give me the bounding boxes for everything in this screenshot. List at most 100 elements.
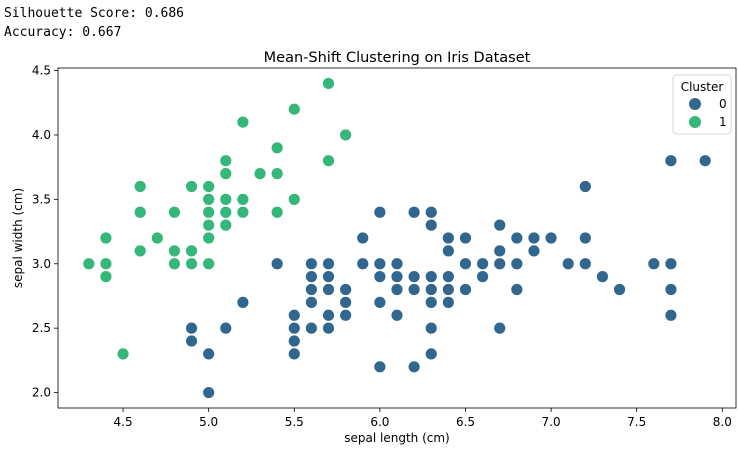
data-point-cluster-0 xyxy=(202,347,216,361)
data-point-cluster-0 xyxy=(304,257,318,271)
data-point-cluster-0 xyxy=(510,283,524,296)
data-point-cluster-1 xyxy=(253,167,267,181)
data-point-cluster-0 xyxy=(664,257,678,271)
data-point-cluster-0 xyxy=(373,360,387,374)
legend-title: Cluster xyxy=(681,80,724,94)
accuracy-text: Accuracy: 0.667 xyxy=(4,25,122,40)
x-tick-label: 8.0 xyxy=(713,415,732,429)
data-point-cluster-0 xyxy=(424,295,438,309)
data-point-cluster-0 xyxy=(424,347,438,361)
data-point-cluster-1 xyxy=(219,192,233,206)
data-point-cluster-0 xyxy=(322,321,335,335)
data-point-cluster-1 xyxy=(133,205,147,219)
data-point-cluster-1 xyxy=(185,244,198,258)
data-point-cluster-1 xyxy=(99,270,113,284)
data-point-cluster-0 xyxy=(339,295,353,309)
silhouette-score-text: Silhouette Score: 0.686 xyxy=(4,6,185,21)
data-point-cluster-0 xyxy=(596,270,609,284)
legend-label-0: 0 xyxy=(719,97,727,111)
data-point-cluster-1 xyxy=(339,128,353,142)
y-tick-label: 3.0 xyxy=(32,257,51,271)
data-point-cluster-0 xyxy=(356,257,370,271)
data-point-cluster-0 xyxy=(441,283,455,296)
x-axis: 4.5 5.0 5.5 6.0 6.5 7.0 7.5 8.0 xyxy=(114,408,732,429)
data-point-cluster-1 xyxy=(322,154,335,168)
data-point-cluster-0 xyxy=(424,283,438,296)
data-point-cluster-1 xyxy=(150,231,164,245)
data-point-cluster-0 xyxy=(356,231,370,245)
data-point-cluster-1 xyxy=(202,180,216,193)
data-point-cluster-0 xyxy=(219,321,233,335)
data-point-cluster-1 xyxy=(168,244,181,258)
data-point-cluster-1 xyxy=(236,115,250,129)
data-point-cluster-1 xyxy=(202,257,216,271)
data-point-cluster-1 xyxy=(219,205,233,219)
data-point-cluster-0 xyxy=(647,257,661,271)
data-point-cluster-0 xyxy=(287,334,301,348)
data-point-cluster-0 xyxy=(322,270,335,284)
data-point-cluster-1 xyxy=(202,192,216,206)
data-point-cluster-0 xyxy=(202,386,216,399)
data-point-cluster-1 xyxy=(219,167,233,181)
data-point-cluster-0 xyxy=(527,231,541,245)
data-point-cluster-0 xyxy=(287,347,301,361)
data-point-cluster-1 xyxy=(168,205,181,219)
data-point-cluster-0 xyxy=(390,308,404,322)
data-point-cluster-1 xyxy=(202,218,216,232)
data-point-cluster-0 xyxy=(424,270,438,284)
x-tick-label: 6.5 xyxy=(456,415,475,429)
points-layer xyxy=(82,77,712,399)
data-point-cluster-1 xyxy=(168,257,181,271)
data-point-cluster-1 xyxy=(322,77,335,90)
x-tick-label: 4.5 xyxy=(114,415,133,429)
data-point-cluster-0 xyxy=(578,257,592,271)
data-point-cluster-1 xyxy=(133,180,147,193)
data-point-cluster-0 xyxy=(339,283,353,296)
data-point-cluster-0 xyxy=(424,218,438,232)
data-point-cluster-1 xyxy=(99,257,113,271)
data-point-cluster-0 xyxy=(459,257,472,271)
y-axis-label: sepal width (cm) xyxy=(11,188,25,288)
x-axis-label: sepal length (cm) xyxy=(344,431,449,445)
data-point-cluster-0 xyxy=(373,270,387,284)
data-point-cluster-1 xyxy=(133,244,147,258)
data-point-cluster-0 xyxy=(390,283,404,296)
data-point-cluster-0 xyxy=(493,244,507,258)
data-point-cluster-1 xyxy=(219,218,233,232)
data-point-cluster-0 xyxy=(322,308,335,322)
legend-label-1: 1 xyxy=(719,115,727,129)
data-point-cluster-0 xyxy=(390,270,404,284)
y-tick-label: 4.5 xyxy=(32,64,51,78)
data-point-cluster-0 xyxy=(664,308,678,322)
data-point-cluster-0 xyxy=(561,257,575,271)
data-point-cluster-1 xyxy=(236,205,250,219)
data-point-cluster-0 xyxy=(322,283,335,296)
data-point-cluster-0 xyxy=(493,257,507,271)
data-point-cluster-1 xyxy=(99,231,113,245)
y-tick-label: 3.5 xyxy=(32,192,51,206)
data-point-cluster-0 xyxy=(698,154,712,168)
data-point-cluster-0 xyxy=(527,244,541,258)
data-point-cluster-0 xyxy=(185,334,198,348)
data-point-cluster-0 xyxy=(373,205,387,219)
legend: Cluster 0 1 xyxy=(672,74,732,135)
x-tick-label: 7.0 xyxy=(542,415,561,429)
console-output: Silhouette Score: 0.686 Accuracy: 0.667 xyxy=(4,4,184,42)
y-tick-label: 2.5 xyxy=(32,321,51,335)
data-point-cluster-1 xyxy=(270,141,284,155)
data-point-cluster-0 xyxy=(407,270,421,284)
data-point-cluster-0 xyxy=(493,321,507,335)
data-point-cluster-0 xyxy=(322,257,335,271)
data-point-cluster-0 xyxy=(407,360,421,374)
data-point-cluster-0 xyxy=(304,283,318,296)
data-point-cluster-0 xyxy=(441,295,455,309)
plot-frame xyxy=(57,67,737,409)
data-point-cluster-0 xyxy=(407,283,421,296)
y-tick-label: 2.0 xyxy=(32,386,51,400)
data-point-cluster-0 xyxy=(424,205,438,219)
data-point-cluster-0 xyxy=(287,308,301,322)
data-point-cluster-1 xyxy=(185,180,198,193)
data-point-cluster-0 xyxy=(459,231,472,245)
data-point-cluster-1 xyxy=(287,102,301,116)
